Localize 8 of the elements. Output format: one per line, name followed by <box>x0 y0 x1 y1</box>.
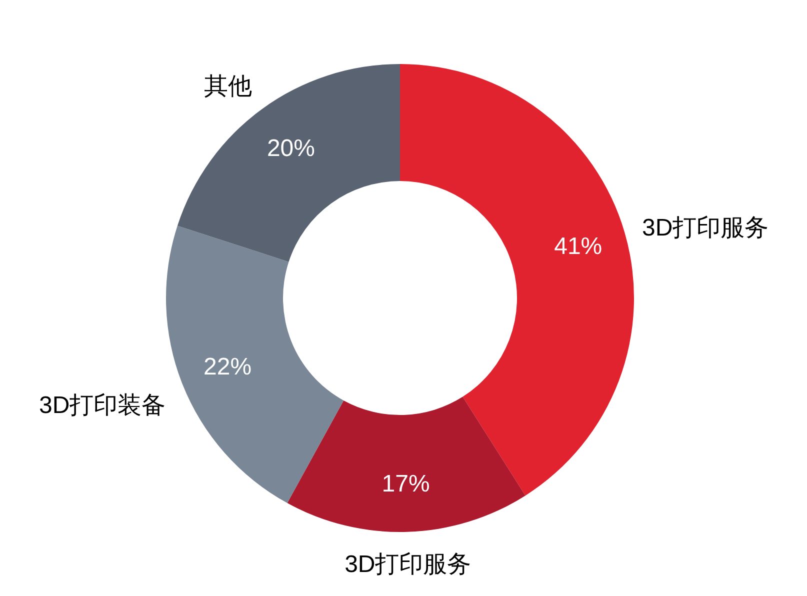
data-label: 17% <box>382 470 430 498</box>
slice-label: 3D打印服务 <box>344 550 472 578</box>
slice-label: 其他 <box>204 73 252 100</box>
slice-label: 3D打印服务 <box>642 214 769 242</box>
data-label: 22% <box>204 353 252 380</box>
data-label: 20% <box>266 134 315 162</box>
data-label: 41% <box>554 233 602 260</box>
slice-label: 3D打印装备 <box>39 392 166 419</box>
